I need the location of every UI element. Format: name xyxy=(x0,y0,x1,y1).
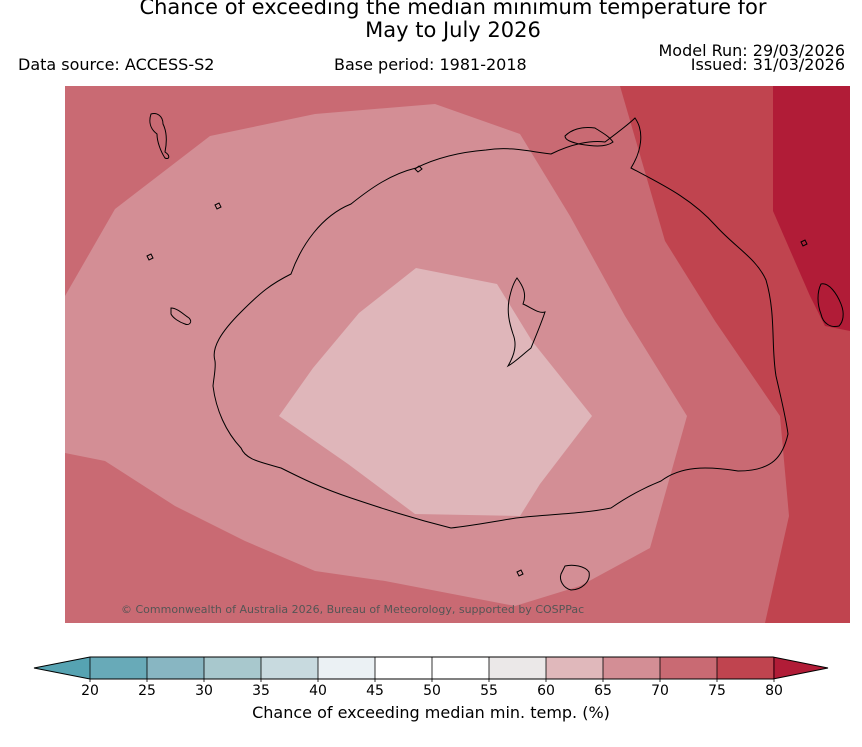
colorbar-tick-label: 40 xyxy=(309,683,327,699)
colorbar-tick-label: 80 xyxy=(765,683,783,699)
colorbar-segments xyxy=(90,657,774,679)
island-east xyxy=(506,277,546,368)
colorbar-ticks: 20 25 30 35 40 45 50 55 60 65 70 75 80 xyxy=(81,657,783,699)
islet-northwest xyxy=(214,202,222,210)
colorbar-segment xyxy=(204,657,261,679)
islet-south xyxy=(516,569,524,577)
chart-title: Chance of exceeding the median minimum t… xyxy=(0,0,862,42)
colorbar-tick-label: 75 xyxy=(708,683,726,699)
colorbar-tick-label: 45 xyxy=(366,683,384,699)
colorbar-tick-label: 65 xyxy=(594,683,612,699)
colorbar-segment xyxy=(489,657,546,679)
colorbar-segment xyxy=(261,657,318,679)
colorbar-segment xyxy=(432,657,489,679)
colorbar: 20 25 30 35 40 45 50 55 60 65 70 75 80 xyxy=(33,656,829,699)
island-west xyxy=(170,307,192,325)
probability-map: © Commonwealth of Australia 2026, Bureau… xyxy=(65,86,850,623)
colorbar-segment xyxy=(147,657,204,679)
band-80-plus xyxy=(773,86,850,331)
island-far-east xyxy=(817,283,844,327)
data-source-label: Data source: ACCESS-S2 xyxy=(18,55,215,74)
island-north xyxy=(564,127,614,147)
islet-east xyxy=(800,239,808,247)
colorbar-segment xyxy=(546,657,603,679)
colorbar-segment xyxy=(660,657,717,679)
coastline xyxy=(146,113,844,591)
colorbar-tick-label: 55 xyxy=(480,683,498,699)
base-period-label: Base period: 1981-2018 xyxy=(334,55,527,74)
colorbar-title: Chance of exceeding median min. temp. (%… xyxy=(252,703,610,722)
colorbar-tick-label: 20 xyxy=(81,683,99,699)
colorbar-under-arrow xyxy=(34,657,90,679)
colorbar-tick-label: 30 xyxy=(195,683,213,699)
colorbar-tick-label: 60 xyxy=(537,683,555,699)
colorbar-segment xyxy=(717,657,774,679)
colorbar-segment xyxy=(375,657,432,679)
issued-label: Issued: 31/03/2026 xyxy=(690,55,845,74)
title-line-1: Chance of exceeding the median minimum t… xyxy=(139,0,767,19)
title-line-2: May to July 2026 xyxy=(365,18,541,42)
copyright-notice: © Commonwealth of Australia 2026, Bureau… xyxy=(121,603,584,616)
colorbar-tick-label: 25 xyxy=(138,683,156,699)
colorbar-tick-label: 50 xyxy=(423,683,441,699)
islet-north xyxy=(414,165,423,173)
colorbar-segment xyxy=(90,657,147,679)
colorbar-segment xyxy=(318,657,375,679)
band-60-65 xyxy=(279,268,592,516)
colorbar-segment xyxy=(603,657,660,679)
model-run-label: Model Run: 29/03/2026 xyxy=(658,41,846,60)
island-northwest xyxy=(149,113,170,159)
islet-west xyxy=(146,253,154,261)
colorbar-over-arrow xyxy=(773,657,828,679)
island-south xyxy=(560,564,590,591)
colorbar-tick-label: 35 xyxy=(252,683,270,699)
colorbar-tick-label: 70 xyxy=(651,683,669,699)
